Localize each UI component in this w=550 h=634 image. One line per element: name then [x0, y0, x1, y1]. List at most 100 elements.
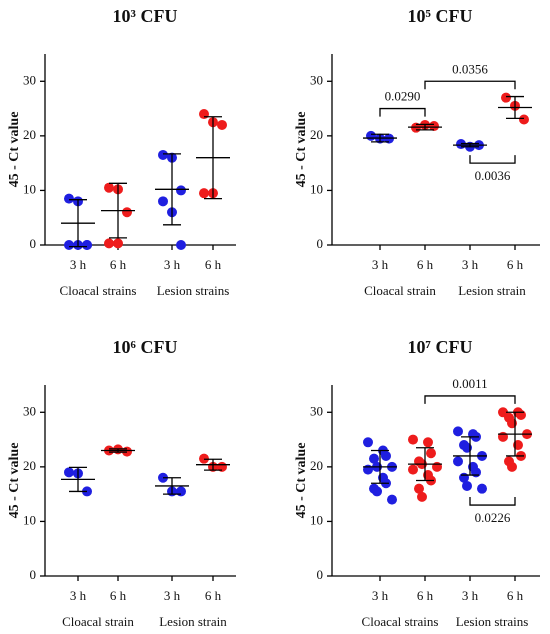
data-point — [387, 494, 397, 505]
data-point — [363, 437, 373, 448]
data-point — [176, 486, 186, 497]
panel-title: 10³ CFU — [113, 6, 178, 26]
panel-title: 10⁷ CFU — [408, 337, 473, 357]
panel-title: 10⁵ CFU — [408, 6, 473, 26]
y-tick-label: 10 — [23, 181, 36, 196]
data-point — [408, 434, 418, 445]
p-value: 0.0011 — [452, 376, 487, 391]
data-point — [501, 92, 511, 103]
y-tick-label: 30 — [310, 403, 323, 418]
data-point — [462, 480, 472, 491]
x-tick-label: 6 h — [507, 588, 524, 603]
x-tick-label: 6 h — [507, 257, 524, 272]
group-label: Lesion strain — [159, 614, 227, 629]
x-tick-label: 6 h — [110, 588, 127, 603]
y-tick-label: 20 — [23, 127, 36, 142]
x-tick-label: 6 h — [205, 588, 222, 603]
data-point — [381, 450, 391, 461]
data-point — [507, 461, 517, 472]
data-point — [498, 431, 508, 442]
y-axis-label: 45 - Ct value — [294, 443, 309, 519]
x-tick-label: 3 h — [70, 257, 87, 272]
x-tick-label: 6 h — [110, 257, 127, 272]
data-point — [104, 238, 114, 249]
y-axis-label: 45 - Ct value — [294, 112, 309, 188]
y-tick-label: 20 — [23, 458, 36, 473]
p-value: 0.0226 — [475, 510, 511, 525]
y-tick-label: 20 — [310, 458, 323, 473]
group-label: Cloacal strains — [60, 283, 137, 298]
data-point — [372, 486, 382, 497]
data-point — [113, 238, 123, 249]
group-label: Lesion strain — [458, 283, 526, 298]
y-tick-label: 0 — [30, 236, 37, 251]
y-axis-label: 45 - Ct value — [7, 112, 22, 188]
group-label: Cloacal strain — [364, 283, 436, 298]
data-point — [516, 410, 526, 421]
significance-bracket — [379, 107, 426, 117]
data-point — [217, 119, 227, 130]
y-tick-label: 0 — [317, 567, 324, 582]
x-tick-label: 3 h — [372, 588, 389, 603]
group-label: Cloacal strains — [362, 614, 439, 629]
panel-title: 10⁶ CFU — [113, 337, 178, 357]
p-value: 0.0356 — [452, 61, 488, 76]
group-label: Cloacal strain — [62, 614, 134, 629]
y-tick-label: 30 — [23, 72, 36, 87]
group-label: Lesion strains — [456, 614, 529, 629]
data-point — [158, 196, 168, 207]
y-tick-label: 10 — [23, 512, 36, 527]
data-point — [363, 464, 373, 475]
data-point — [82, 240, 92, 250]
data-point — [369, 453, 379, 464]
data-point — [122, 207, 132, 218]
data-point — [64, 193, 74, 204]
data-point — [426, 448, 436, 459]
data-point — [104, 182, 114, 193]
x-tick-label: 6 h — [417, 257, 434, 272]
data-point — [453, 426, 463, 437]
x-tick-label: 3 h — [164, 588, 181, 603]
data-point — [429, 121, 439, 132]
x-tick-label: 3 h — [462, 588, 479, 603]
y-tick-label: 10 — [310, 181, 323, 196]
data-point — [64, 467, 74, 478]
p-value: 0.0036 — [475, 168, 511, 183]
data-point — [176, 240, 186, 250]
data-point — [199, 188, 209, 199]
significance-bracket — [424, 80, 516, 90]
y-tick-label: 30 — [310, 72, 323, 87]
data-point — [477, 483, 487, 494]
data-point — [432, 461, 442, 472]
significance-bracket — [424, 395, 516, 404]
x-tick-label: 3 h — [70, 588, 87, 603]
data-point — [471, 467, 481, 478]
data-point — [423, 437, 433, 448]
data-point — [408, 464, 418, 475]
data-point — [176, 185, 186, 196]
significance-bracket — [469, 497, 516, 506]
data-point — [519, 114, 529, 125]
data-point — [417, 491, 427, 502]
x-tick-label: 6 h — [417, 588, 434, 603]
data-point — [199, 109, 209, 120]
y-axis-label: 45 - Ct value — [7, 443, 22, 519]
x-tick-label: 3 h — [164, 257, 181, 272]
data-point — [453, 456, 463, 467]
data-point — [414, 483, 424, 494]
y-tick-label: 0 — [30, 567, 37, 582]
x-tick-label: 3 h — [372, 257, 389, 272]
p-value: 0.0290 — [385, 89, 421, 104]
data-point — [64, 240, 74, 250]
y-tick-label: 30 — [23, 403, 36, 418]
y-tick-label: 20 — [310, 127, 323, 142]
y-tick-label: 0 — [317, 236, 324, 251]
significance-bracket — [469, 155, 516, 164]
data-point — [158, 149, 168, 160]
y-tick-label: 10 — [310, 512, 323, 527]
x-tick-label: 6 h — [205, 257, 222, 272]
data-point — [366, 130, 376, 141]
group-label: Lesion strains — [157, 283, 230, 298]
x-tick-label: 3 h — [462, 257, 479, 272]
